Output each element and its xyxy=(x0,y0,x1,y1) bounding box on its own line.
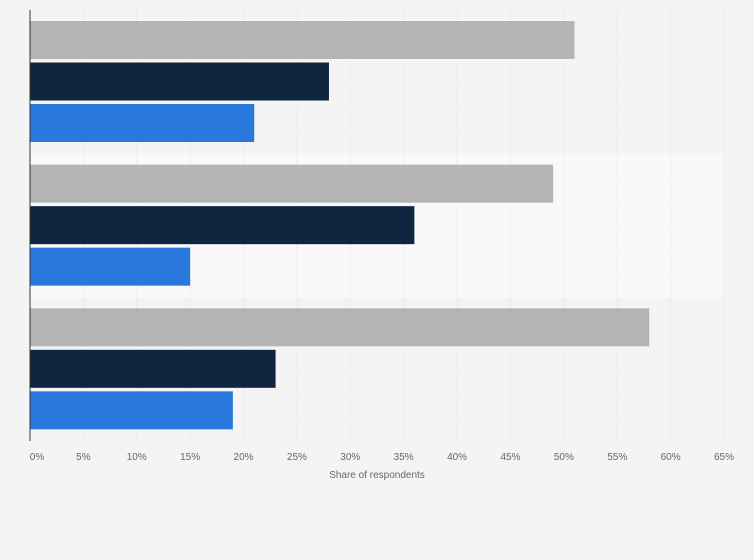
x-tick-label: 60% xyxy=(661,452,681,463)
bar xyxy=(30,164,554,203)
x-tick-label: 35% xyxy=(394,452,414,463)
bar xyxy=(30,21,575,59)
bar xyxy=(30,247,191,286)
bars xyxy=(30,21,650,430)
x-tick-labels: 0% 5% 10% 15% 20% 25% 30% 35% 40% 45% 50% 55% 60% 65% xyxy=(30,452,734,463)
x-tick-label: 25% xyxy=(287,452,307,463)
bar xyxy=(30,62,329,101)
bar xyxy=(30,349,276,388)
bar xyxy=(30,308,650,347)
x-tick-label: 65% xyxy=(714,452,734,463)
x-tick-label: 15% xyxy=(180,452,200,463)
x-axis-title: Share of respondents xyxy=(329,470,425,481)
x-tick-label: 20% xyxy=(234,452,254,463)
x-tick-label: 40% xyxy=(447,452,467,463)
x-tick-label: 0% xyxy=(30,452,45,463)
bar xyxy=(30,206,415,245)
x-tick-label: 45% xyxy=(500,452,520,463)
bar xyxy=(30,391,233,430)
x-tick-label: 30% xyxy=(340,452,360,463)
bar xyxy=(30,104,255,142)
x-tick-label: 50% xyxy=(554,452,574,463)
x-tick-label: 10% xyxy=(127,452,147,463)
x-tick-label: 55% xyxy=(607,452,627,463)
x-tick-label: 5% xyxy=(76,452,91,463)
